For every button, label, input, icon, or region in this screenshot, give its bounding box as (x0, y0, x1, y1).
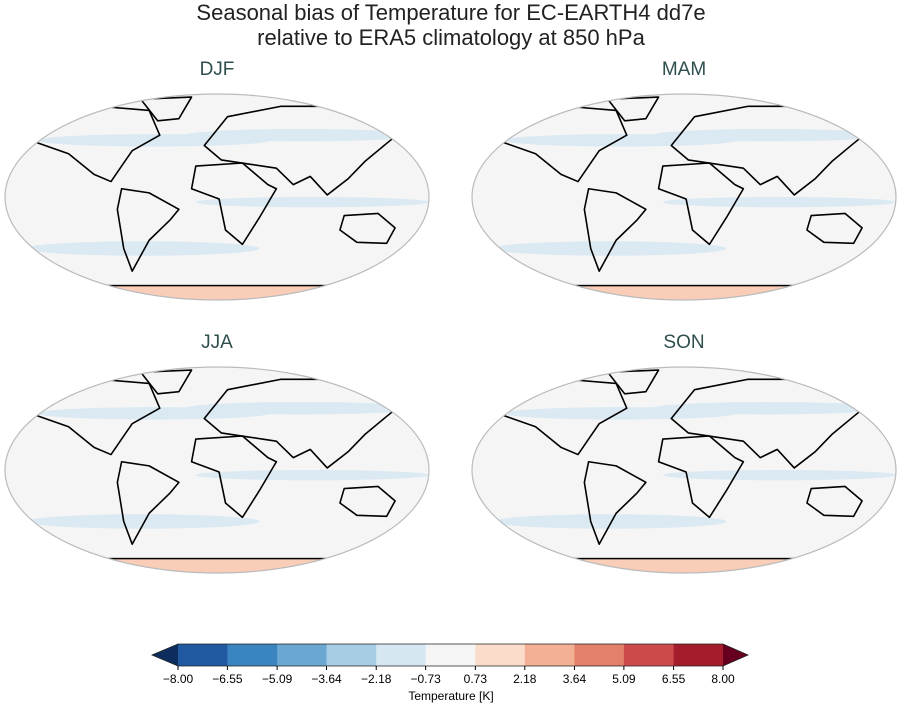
coastline (203, 105, 413, 196)
bias-band (652, 129, 886, 142)
colorbar-tick-label: −8.00 (163, 672, 194, 686)
coastline (606, 96, 660, 122)
colorbar-tick-label: 3.64 (563, 672, 587, 686)
colorbar-tick-label: 8.00 (711, 672, 735, 686)
colorbar-bin (178, 644, 228, 666)
colorbar-bin (277, 644, 328, 666)
map (5, 367, 429, 573)
coastline (492, 105, 628, 183)
antarctica (46, 284, 388, 300)
coastline (25, 105, 161, 183)
bias-band (195, 197, 429, 208)
coastline (139, 369, 193, 395)
bias-band (493, 514, 727, 529)
coastline (657, 162, 745, 246)
colorbar-tick-label: −0.73 (410, 672, 441, 686)
colorbar-bin (673, 644, 724, 666)
colorbar-under (152, 644, 178, 666)
map-border (471, 366, 897, 574)
coastline (670, 105, 880, 196)
ocean (5, 367, 429, 573)
map (472, 367, 896, 573)
map (472, 94, 896, 300)
coastline (190, 162, 278, 246)
panel-title: DJF (200, 59, 235, 80)
bias-band (195, 470, 429, 481)
coastline (583, 460, 647, 545)
map (5, 94, 429, 300)
title-line: Seasonal bias of Temperature for EC-EART… (196, 0, 705, 25)
colorbar-bin (326, 644, 377, 666)
map-border (471, 93, 897, 301)
coastline (25, 378, 161, 456)
bias-band (493, 241, 727, 256)
coastline (492, 378, 628, 456)
coastline (339, 485, 396, 518)
map-border (4, 366, 430, 574)
coastline (190, 435, 278, 519)
bias-band (185, 129, 419, 142)
ocean (472, 367, 896, 573)
colorbar-label: Temperature [K] (408, 689, 493, 703)
colorbar-tick-label: 5.09 (612, 672, 636, 686)
colorbar-bin (376, 644, 427, 666)
coastline (203, 378, 413, 469)
coastline (657, 435, 745, 519)
map-border (4, 93, 430, 301)
colorbar-bin (227, 644, 278, 666)
colorbar-bin (524, 644, 575, 666)
coastline (806, 485, 863, 518)
coastline (806, 212, 863, 245)
colorbar-tick-label: −5.09 (262, 672, 293, 686)
bias-band (26, 241, 260, 256)
ocean (472, 94, 896, 300)
colorbar-bin (574, 644, 625, 666)
colorbar-bin (623, 644, 675, 666)
colorbar-tick-label: −2.18 (361, 672, 392, 686)
colorbar-bin (425, 644, 476, 666)
panel-title: SON (663, 332, 704, 353)
coastline (116, 187, 180, 272)
coastline (116, 460, 180, 545)
bias-band (662, 197, 896, 208)
colorbar-bin (475, 644, 526, 666)
colorbar-over (723, 644, 748, 666)
bias-band (26, 514, 260, 529)
coastline (583, 187, 647, 272)
antarctica (46, 557, 388, 573)
coastline (670, 378, 880, 469)
colorbar-tick-label: −3.64 (311, 672, 342, 686)
bias-band (652, 402, 886, 415)
coastline (139, 96, 193, 122)
antarctica (513, 284, 855, 300)
colorbar-tick-label: 2.18 (513, 672, 537, 686)
coastline (339, 212, 396, 245)
bias-band (662, 470, 896, 481)
ocean (5, 94, 429, 300)
antarctica (513, 557, 855, 573)
colorbar-tick-label: 0.73 (464, 672, 488, 686)
colorbar-tick-label: −6.55 (212, 672, 243, 686)
bias-band (185, 402, 419, 415)
panel-title: JJA (201, 332, 233, 353)
title-line: relative to ERA5 climatology at 850 hPa (257, 25, 645, 50)
coastline (606, 369, 660, 395)
colorbar-tick-label: 6.55 (662, 672, 686, 686)
panel-title: MAM (662, 59, 706, 80)
